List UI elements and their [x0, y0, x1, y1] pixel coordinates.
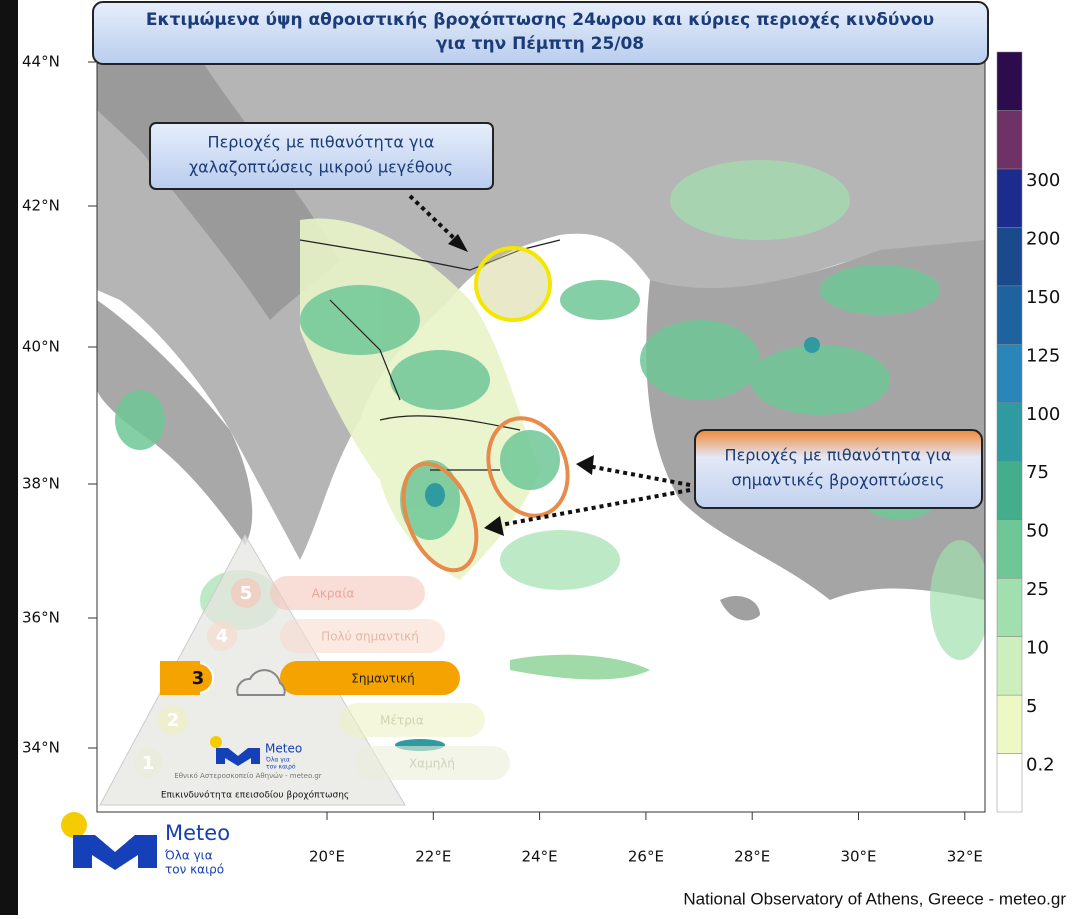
mini-logo-sun [210, 736, 222, 748]
lon-label: 20°E [309, 848, 345, 866]
logo-name: Meteo [165, 821, 230, 845]
colorbar-label: 25 [1026, 579, 1049, 600]
rain-area [401, 461, 479, 573]
rain-area [486, 416, 570, 518]
colorbar-label: 10 [1026, 638, 1049, 659]
risk-number: 1 [142, 753, 155, 774]
risk-number: 5 [240, 583, 253, 604]
lon-label: 24°E [522, 848, 558, 866]
caption: Επικινδυνότητα επεισοδίου βροχόπτωσης [161, 790, 349, 801]
callout-text: σημαντικές βροχοπτώσεις [732, 471, 945, 490]
colorbar-band [996, 460, 1023, 520]
colorbar-band [996, 227, 1023, 287]
risk-label: Ακραία [312, 587, 355, 601]
lon-label: 32°E [947, 848, 983, 866]
lat-label: 42°N [22, 197, 60, 215]
risk-pill [280, 661, 460, 695]
risk-number: 3 [192, 668, 205, 689]
colorbar-band [996, 285, 1023, 345]
colorbar-label: 0.2 [1026, 755, 1055, 776]
risk-number: 2 [167, 710, 180, 731]
colorbar-band [996, 636, 1023, 696]
lat-label: 36°N [22, 609, 60, 627]
colorbar-label: 100 [1026, 404, 1060, 425]
lon-label: 28°E [734, 848, 770, 866]
mini-logo-slogan: Όλα για [265, 757, 290, 764]
colorbar-band [996, 402, 1023, 462]
colorbar-band [996, 577, 1023, 637]
colorbar-label: 75 [1026, 462, 1049, 483]
risk-label: Μέτρια [380, 714, 424, 728]
colorbar-band [996, 519, 1023, 579]
risk-pill [355, 746, 510, 780]
title-box [92, 1, 989, 65]
title: για την Πέμπτη 25/08 [436, 34, 644, 54]
callout-box [149, 122, 494, 190]
mini-logo-name: Meteo [265, 742, 302, 756]
risk-badge [133, 748, 163, 778]
risk-label: Πολύ σημαντική [321, 630, 419, 644]
lat-label: 44°N [22, 53, 60, 71]
logo-slogan: Όλα για [164, 849, 213, 863]
cloud-icon [236, 669, 286, 696]
risk-pill [340, 703, 485, 737]
lat-label: 40°N [22, 338, 60, 356]
title: Εκτιμώμενα ύψη αθροιστικής βροχόπτωσης 2… [146, 10, 934, 30]
credit: Εθνικό Αστεροσκοπείο Αθηνών - meteo.gr [174, 772, 321, 780]
colorbar-label: 5 [1026, 696, 1037, 717]
mini-logo-m [216, 748, 260, 766]
risk-badge [207, 621, 237, 651]
lat-label: 34°N [22, 739, 60, 757]
risk-number: 4 [216, 626, 229, 647]
colorbar-label: 200 [1026, 228, 1060, 249]
arrow-heads [448, 234, 594, 536]
colorbar-label: 150 [1026, 287, 1060, 308]
mini-logo-slogan: τον καιρό [266, 764, 296, 771]
risk-tab [160, 661, 200, 695]
risk-badge [231, 578, 261, 608]
colorbar-band [996, 168, 1023, 228]
footer: National Observatory of Athens, Greece -… [683, 889, 1066, 908]
colorbar-label: 50 [1026, 521, 1049, 542]
logo-mark [61, 812, 157, 870]
left-strip [0, 0, 18, 915]
risk-scale: 5 Ακραία 4 Πολύ σημαντική 3 Σημαντική 2 Μέτρια 1… [99, 533, 510, 806]
colorbar-band [996, 51, 1023, 111]
callout-text: Περιοχές με πιθανότητα για [725, 446, 952, 465]
colorbar-label: 125 [1026, 345, 1060, 366]
arrows [408, 194, 691, 528]
colorbar-band [996, 344, 1023, 404]
risk-pill [270, 576, 425, 610]
colorbar-band [996, 110, 1023, 170]
hail-area [474, 246, 552, 322]
risk-label: Σημαντική [351, 672, 414, 686]
callout-text: χαλαζοπτώσεις μικρού μεγέθους [189, 158, 453, 177]
callout-box [694, 429, 983, 509]
colorbar-band [996, 753, 1023, 813]
colorbar-label: 300 [1026, 170, 1060, 191]
lon-label: 22°E [415, 848, 451, 866]
callout-text: Περιοχές με πιθανότητα για [208, 133, 435, 152]
lon-label: 30°E [840, 848, 876, 866]
risk-pill [280, 619, 445, 653]
lat-label: 38°N [22, 475, 60, 493]
risk-label: Χαμηλή [409, 757, 455, 771]
risk-badge [158, 705, 188, 735]
colorbar-band [996, 694, 1023, 754]
lon-label: 26°E [628, 848, 664, 866]
logo-slogan: τον καιρό [165, 863, 224, 877]
